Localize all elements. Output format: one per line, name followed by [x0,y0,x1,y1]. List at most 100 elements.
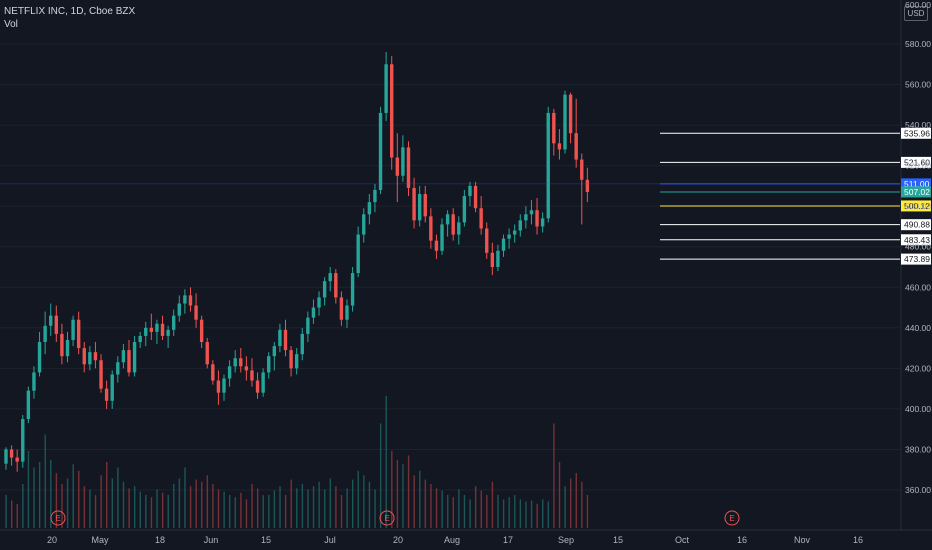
candle-body [37,342,42,373]
volume-bar [346,488,348,528]
candle-body [457,222,461,235]
level-label-bg [901,219,931,231]
price-tick-label: 360.00 [905,485,931,495]
time-tick-label: Jul [324,535,336,545]
volume-bar [402,464,404,528]
candle-body [350,273,355,306]
volume-bar [469,499,471,528]
volume-bar [256,488,259,528]
volume-bar [536,503,538,528]
volume-bar [279,486,281,528]
volume-bar [530,500,533,528]
volume-bar [161,492,164,528]
volume-bar [72,464,74,528]
candle-body [132,342,137,373]
earnings-marker-label: E [384,514,389,523]
level-label-bg [901,156,931,168]
level-price-label: 535.96 [904,128,930,138]
candle-body [507,234,511,239]
volume-bar [407,455,410,528]
volume-bar [290,479,292,528]
volume-bar [312,486,315,528]
candle-body [501,238,506,251]
volume-bar [117,467,119,528]
price-tick-label: 440.00 [905,323,931,333]
candle-body [216,380,221,393]
candle-body [250,370,254,381]
candle-body [54,315,59,334]
candle-body [32,372,36,391]
volume-bar [329,478,332,528]
volume-bar [558,462,561,528]
volume-bar [564,486,566,528]
price-top-label: 600.00 [905,0,931,10]
volume-bar [486,495,488,528]
candle-body [104,388,109,401]
volume-bar [22,484,24,528]
volume-bar [519,499,522,528]
volume-bar [458,489,460,528]
candle-body [552,112,556,144]
price-tick-label: 540.00 [905,120,931,130]
volume-bar [284,495,287,528]
candle-body [127,350,131,373]
volume-bar [301,484,304,528]
candle-body [272,346,277,357]
currency-button[interactable]: USD [904,6,928,21]
candle-body [99,360,103,389]
candle-body [434,240,439,251]
candle-body [300,333,304,355]
time-tick-label: 17 [503,535,513,545]
volume-bar [5,495,7,528]
volume-bar [351,479,354,528]
volume-bar [89,489,91,528]
volume-bar [273,490,276,528]
volume-bar [547,501,550,528]
volume-bar [452,497,454,528]
level-label-bg [901,253,931,265]
volume-bar [357,470,359,528]
volume-bar [55,473,58,528]
candle-body [110,374,114,401]
volume-bar [251,484,253,528]
volume-bar [307,489,309,528]
candle-body [65,339,70,357]
candle-body [49,315,53,326]
earnings-marker-circle [724,510,740,526]
candle-body [356,234,360,274]
volume-bar [379,423,382,528]
candle-body [311,307,316,318]
volume-bar [150,497,153,528]
price-tick-label: 420.00 [905,363,931,373]
candle-body [188,295,193,306]
volume-bar [514,495,516,528]
volume-bar [240,492,242,528]
level-label-bg [901,127,931,139]
candle-body [194,305,198,320]
time-tick-label: 20 [393,535,403,545]
candle-body [440,224,444,251]
volume-bar [491,481,494,528]
candle-body [490,252,495,267]
volume-bar [245,499,248,528]
time-tick-label: Sep [558,535,574,545]
level-label-bg [901,200,931,212]
candle-body [401,147,405,176]
volume-bar [474,486,477,528]
candle-body [160,323,165,336]
candle-body [172,315,176,330]
candle-body [423,194,427,217]
level-price-label: 490.88 [904,220,930,230]
volume-bar [497,495,499,528]
volume-bar [133,486,136,528]
candle-body [512,230,517,235]
candle-body [71,319,75,340]
candle-body [557,143,562,150]
candle-body [524,214,528,221]
volume-bar [374,489,376,528]
volume-bar [385,396,387,528]
candle-body [479,208,483,229]
candle-body [199,319,204,343]
